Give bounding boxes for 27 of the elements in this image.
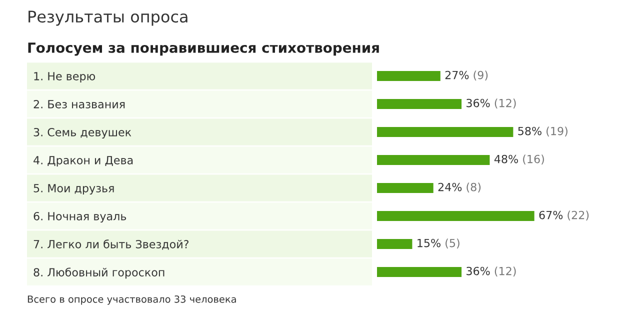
data-label: 67% (22): [539, 210, 589, 221]
data-label: 36% (12): [466, 98, 516, 109]
data-label: 27% (9): [445, 70, 488, 81]
bar: [377, 98, 462, 110]
y-tick-label: 1. Не верю: [34, 72, 96, 83]
text: Результаты опроса: [28, 10, 188, 26]
bar: [377, 182, 434, 194]
bar: [377, 238, 412, 250]
data-label: 24% (8): [438, 182, 481, 193]
y-tick-label: 6. Ночная вуаль: [34, 212, 126, 223]
y-tick-label: 2. Без названия: [34, 100, 125, 108]
bar: [377, 70, 440, 82]
data-label: 58% (19): [518, 126, 568, 137]
y-tick-label: 8. Любовный гороскоп: [34, 268, 164, 279]
bar: [377, 210, 534, 222]
bar: [377, 126, 514, 138]
y-tick-label: 5. Мои друзья: [34, 184, 114, 195]
bar: [377, 266, 462, 278]
text: Всего в опросе участвовало 33 человека: [28, 295, 236, 305]
data-label: 15% (5): [418, 238, 460, 249]
bar: [377, 154, 490, 166]
y-tick-label: 7. Легко ли быть Звездой?: [34, 240, 188, 250]
data-label: 36% (12): [466, 266, 516, 277]
text: Голосуем за понравившиеся стихотворения: [28, 42, 379, 56]
y-tick-label: 4. Дракон и Дева: [34, 156, 133, 167]
y-tick-label: 3. Семь девушек: [34, 128, 132, 139]
data-label: 48% (16): [494, 154, 544, 165]
